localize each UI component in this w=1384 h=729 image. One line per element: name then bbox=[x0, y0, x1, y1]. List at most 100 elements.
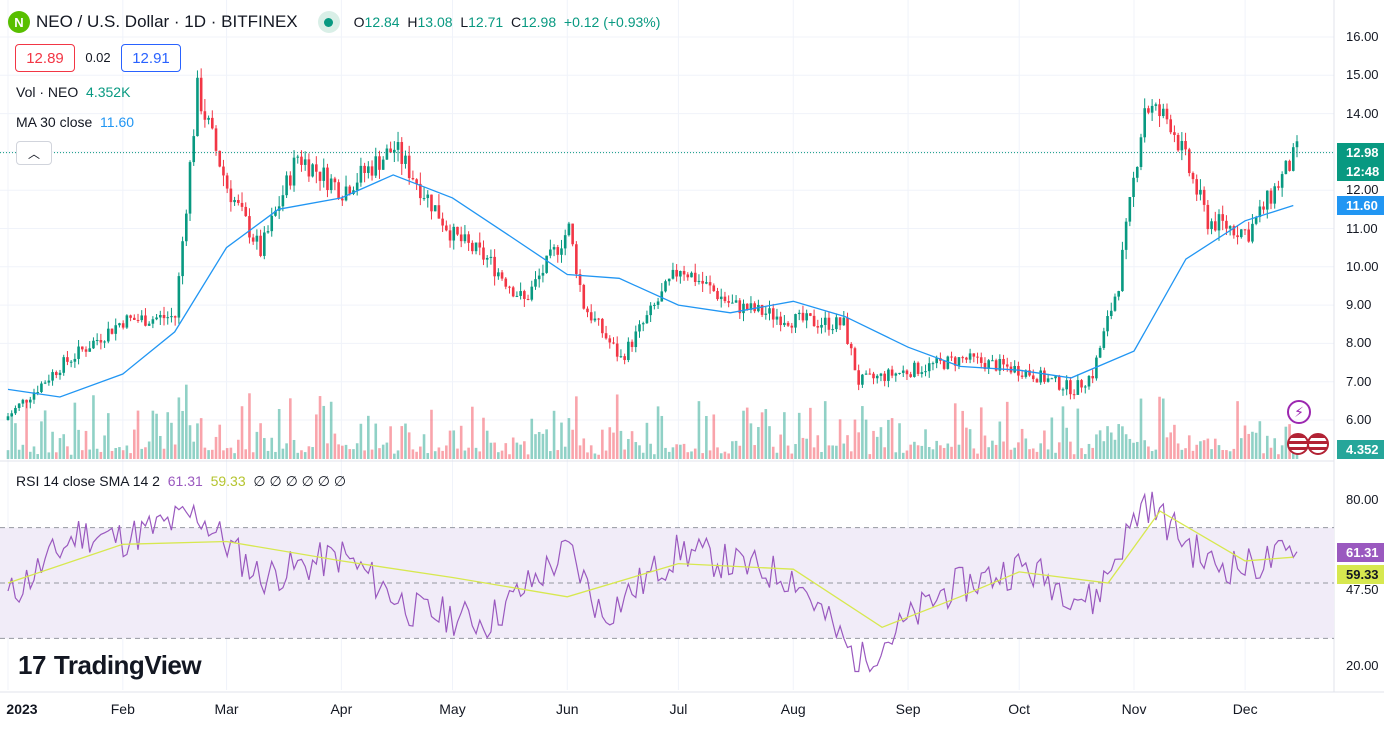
volume-bar bbox=[463, 450, 467, 459]
candle-body bbox=[753, 303, 756, 312]
volume-bar bbox=[407, 432, 411, 459]
candle-body bbox=[389, 148, 392, 153]
rsi-line bbox=[7, 491, 1298, 673]
candle-body bbox=[1258, 206, 1262, 218]
buy-price-button[interactable]: 12.91 bbox=[121, 44, 181, 72]
ma-line bbox=[7, 174, 1294, 398]
volume-bar bbox=[857, 432, 860, 459]
candle-body bbox=[1095, 357, 1098, 379]
candle-body bbox=[675, 269, 678, 277]
volume-bar bbox=[106, 413, 110, 459]
volume-bar bbox=[597, 454, 600, 459]
volume-bar bbox=[675, 444, 678, 459]
volume-bar bbox=[794, 444, 797, 459]
candle-body bbox=[972, 353, 976, 357]
volume-bar bbox=[757, 427, 760, 459]
candle-body bbox=[571, 223, 574, 245]
candle-body bbox=[1043, 370, 1046, 382]
volume-bar bbox=[415, 451, 418, 459]
candle-body bbox=[214, 128, 218, 151]
candle-body bbox=[812, 315, 816, 327]
candle-body bbox=[1028, 370, 1031, 376]
candle-body bbox=[1065, 380, 1068, 390]
candle-body bbox=[638, 324, 641, 332]
volume-bar bbox=[931, 449, 935, 459]
candle-body bbox=[6, 416, 10, 420]
candle-body bbox=[511, 287, 515, 297]
candle-body bbox=[1135, 166, 1139, 178]
ma-legend[interactable]: MA 30 close 11.60 bbox=[16, 114, 135, 130]
candle-body bbox=[303, 159, 307, 165]
volume-bar bbox=[10, 414, 14, 459]
rsi-sma-line bbox=[7, 510, 1294, 629]
volume-bar bbox=[515, 442, 519, 459]
candle-body bbox=[378, 156, 381, 170]
candle-body bbox=[1080, 380, 1083, 388]
candle-body bbox=[1221, 214, 1225, 221]
candle-body bbox=[337, 182, 340, 199]
volume-bar bbox=[66, 446, 69, 459]
us-flag-event-icon[interactable] bbox=[1287, 433, 1309, 455]
candle-body bbox=[448, 230, 452, 241]
volume-bar bbox=[318, 396, 322, 459]
volume-bar bbox=[898, 423, 901, 459]
collapse-legend-button[interactable]: ︿ bbox=[16, 141, 52, 165]
symbol-title[interactable]: NEO / U.S. Dollar · 1D · BITFINEX bbox=[36, 12, 298, 31]
volume-bar bbox=[1024, 438, 1028, 459]
time-axis-label: Nov bbox=[1121, 701, 1147, 717]
candle-body bbox=[300, 156, 303, 165]
candle-body bbox=[474, 242, 478, 252]
candle-body bbox=[649, 305, 652, 316]
sell-price-button[interactable]: 12.89 bbox=[15, 44, 75, 72]
volume-bar bbox=[452, 430, 456, 459]
volume-bar bbox=[664, 447, 667, 459]
volume-bar bbox=[567, 418, 571, 459]
us-flag-event-icon[interactable] bbox=[1307, 433, 1329, 455]
candle-body bbox=[326, 167, 329, 191]
volume-bar bbox=[1247, 433, 1251, 459]
candle-body bbox=[1117, 291, 1120, 297]
rsi-axis-label: 20.00 bbox=[1346, 658, 1379, 673]
volume-bar bbox=[485, 430, 489, 459]
volume-bar bbox=[300, 450, 303, 459]
volume-bar bbox=[433, 451, 437, 459]
candle-body bbox=[1180, 140, 1184, 151]
volume-bar bbox=[1143, 440, 1146, 459]
volume-legend[interactable]: Vol · NEO 4.352K bbox=[16, 84, 131, 100]
candle-body bbox=[244, 206, 248, 217]
volume-bar bbox=[25, 402, 28, 459]
candle-body bbox=[894, 373, 898, 376]
candle-body bbox=[634, 331, 638, 348]
flash-icon[interactable]: ⚡ bbox=[1287, 400, 1311, 424]
time-axis-label: May bbox=[439, 701, 466, 717]
volume-bar bbox=[1106, 426, 1109, 459]
candle-body bbox=[266, 231, 270, 233]
volume-bar bbox=[634, 442, 638, 459]
ohlc-values: O12.84 H13.08 L12.71 C12.98 +0.12 (+0.93… bbox=[353, 14, 661, 30]
candle-body bbox=[1154, 104, 1158, 106]
candle-body bbox=[998, 359, 1002, 371]
candle-body bbox=[783, 322, 786, 326]
volume-bar bbox=[500, 450, 504, 459]
candle-body bbox=[887, 369, 890, 381]
volume-bar bbox=[719, 453, 723, 459]
tradingview-logo[interactable]: 17 TradingView bbox=[18, 650, 202, 680]
volume-bar bbox=[132, 429, 136, 459]
candle-body bbox=[1169, 119, 1173, 133]
candle-body bbox=[545, 255, 548, 273]
market-status-icon[interactable] bbox=[317, 11, 340, 33]
candle-body bbox=[838, 317, 842, 326]
volume-bar bbox=[1236, 401, 1239, 459]
candle-body bbox=[459, 234, 463, 242]
candle-body bbox=[723, 296, 727, 302]
rsi-legend[interactable]: RSI 14 close SMA 14 2 61.31 59.33 ∅ ∅ ∅ … bbox=[16, 473, 347, 489]
volume-bar bbox=[307, 446, 311, 459]
volume-bar bbox=[627, 439, 630, 459]
tradingview-mark-icon: 17 bbox=[18, 650, 46, 680]
price-axis-label: 14.00 bbox=[1346, 105, 1379, 121]
candle-body bbox=[489, 256, 493, 258]
candle-body bbox=[99, 340, 103, 343]
time-axis-label: Aug bbox=[780, 701, 806, 717]
volume-bar bbox=[1228, 451, 1232, 459]
